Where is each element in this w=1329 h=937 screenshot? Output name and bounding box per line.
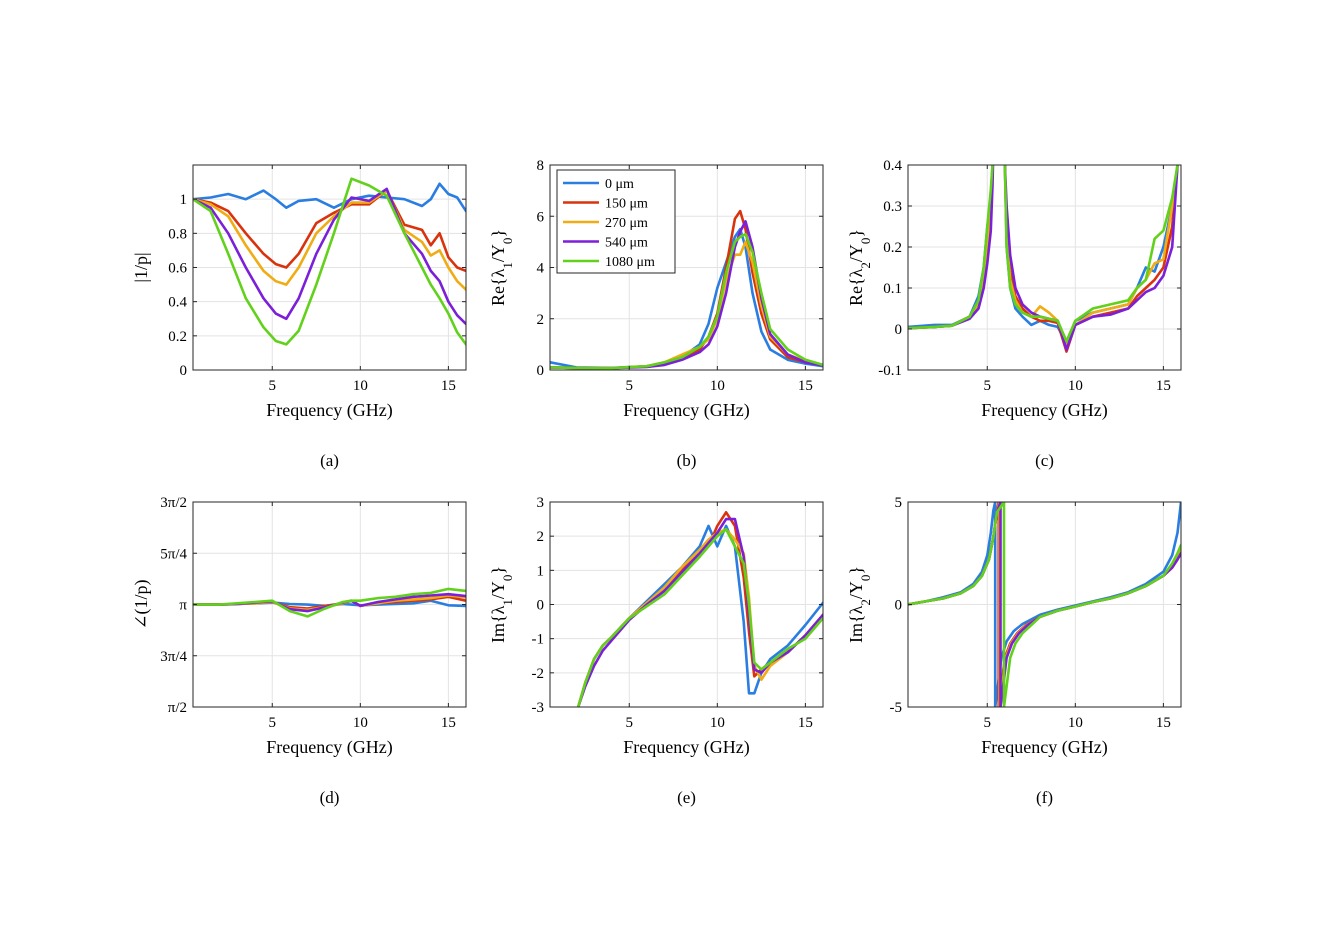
series-line [550,232,823,370]
y-tick-label: 3π/2 [160,495,187,511]
legend-entry: 1080 μm [605,255,655,270]
x-tick-label: 10 [1068,715,1083,731]
y-tick-label: π [179,598,187,614]
y-axis-label: Im{λ2/Y0} [846,566,873,643]
y-tick-label: 0 [180,363,188,379]
y-tick-label: 1 [180,192,188,208]
y-axis-label: Im{λ1/Y0} [488,566,515,643]
y-tick-label: 8 [537,158,545,174]
y-tick-label: 6 [537,209,545,225]
y-tick-label: 0.4 [883,158,902,174]
series-line [576,517,823,707]
series-line [908,165,1179,351]
series-line [908,165,1179,343]
panel-caption: (e) [677,788,696,807]
x-tick-label: 15 [441,715,456,731]
y-tick-label: 4 [537,261,545,277]
x-tick-label: 10 [710,715,725,731]
y-tick-label: 0 [895,598,903,614]
x-axis-label: Frequency (GHz) [623,400,749,421]
legend-entry: 150 μm [605,197,648,212]
legend-entry: 540 μm [605,236,648,251]
y-tick-label: 0.4 [168,295,187,311]
chart-panel-d: 5 10 15 π/2 3π/4 π 5π/4 3π/2 Frequency (GHz) ∠(1/… [131,495,467,807]
chart-panel-b: 5 10 15 0 2 4 6 8 Frequency (GHz) Re{λ1/Y0} (b) 0 μ… [488,158,824,470]
y-axis-label: Re{λ1/Y0} [488,229,515,306]
y-axis-label: |1/p| [131,252,151,282]
chart-panel-e: 5 10 15 -3 -2 -1 0 1 2 3 Frequency (GHz) Im{λ1/Y0} (… [488,495,824,807]
x-axis-label: Frequency (GHz) [266,737,392,758]
y-tick-label: 0.2 [168,329,187,345]
y-tick-label: 0.2 [883,240,902,256]
series-line [193,177,466,346]
x-tick-label: 5 [626,715,634,731]
y-tick-label: 0.1 [883,281,902,297]
y-tick-label: -0.1 [878,363,902,379]
y-tick-label: 5π/4 [160,546,187,562]
y-tick-label: -1 [532,632,545,648]
legend: 0 μm 150 μm 270 μm 540 μm 1080 μm [556,169,676,274]
legend-entry: 270 μm [605,216,648,231]
series-line [576,528,823,707]
x-tick-label: 5 [269,715,277,731]
series-line [908,165,1179,345]
y-tick-label: 3 [537,495,545,511]
series-line [908,502,1181,707]
y-tick-label: 0 [537,598,545,614]
chart-panel-c: 5 10 15 -0.1 0 0.1 0.2 0.3 0.4 Frequency (GHz) Re{… [846,158,1182,470]
x-axis-label: Frequency (GHz) [981,400,1107,421]
y-tick-label: 0.8 [168,226,187,242]
x-tick-label: 10 [353,378,368,394]
chart-panel-f: 5 10 15 -5 0 5 Frequency (GHz) Im{λ2/Y0} (f) [846,495,1182,807]
panel-caption: (c) [1035,451,1054,470]
y-tick-label: -3 [532,700,545,716]
x-tick-label: 15 [441,378,456,394]
series-line [193,182,466,213]
y-tick-label: 1 [537,563,545,579]
y-tick-label: 0.3 [883,199,902,215]
y-tick-label: -2 [532,666,545,682]
y-tick-label: π/2 [168,700,187,716]
y-tick-label: 0.6 [168,261,187,277]
x-axis-label: Frequency (GHz) [266,400,392,421]
x-tick-label: 15 [798,715,813,731]
panel-caption: (a) [320,451,339,470]
y-tick-label: -5 [890,700,903,716]
x-tick-label: 10 [710,378,725,394]
x-axis-label: Frequency (GHz) [623,737,749,758]
chart-panel-a: 5 10 15 0 0.2 0.4 0.6 0.8 1 Frequency (GHz) |1/p| (… [131,164,467,470]
series-line [193,587,466,618]
panel-caption: (f) [1036,788,1053,807]
y-tick-label: 0 [895,322,903,338]
y-axis-label: Re{λ2/Y0} [846,229,873,306]
x-tick-label: 10 [1068,378,1083,394]
legend-entry: 0 μm [605,177,634,192]
y-tick-label: 0 [537,363,545,379]
x-tick-label: 10 [353,715,368,731]
x-tick-label: 15 [1156,378,1171,394]
y-tick-label: 5 [895,495,903,511]
x-tick-label: 5 [984,715,992,731]
x-tick-label: 5 [269,378,277,394]
panel-caption: (d) [320,788,340,807]
series-line [193,187,466,326]
x-tick-label: 15 [1156,715,1171,731]
series-line [908,165,1179,353]
y-tick-label: 3π/4 [160,649,187,665]
x-axis-label: Frequency (GHz) [981,737,1107,758]
x-tick-label: 5 [984,378,992,394]
y-axis-label: ∠(1/p) [131,579,152,629]
y-tick-label: 2 [537,529,545,545]
y-tick-label: 2 [537,312,545,328]
panel-caption: (b) [677,451,697,470]
axes-frame [907,164,1182,371]
x-tick-label: 5 [626,378,634,394]
series-line [908,502,1181,707]
x-tick-label: 15 [798,378,813,394]
